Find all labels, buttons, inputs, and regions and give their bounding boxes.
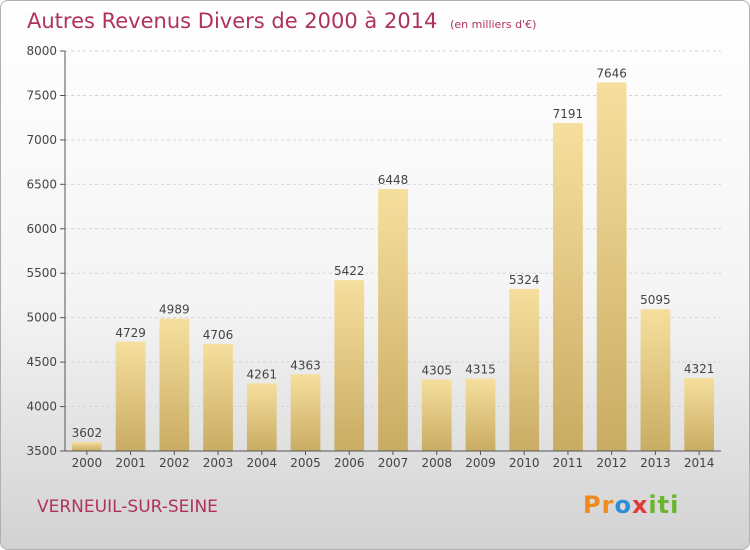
bar-value-label: 4729 (115, 326, 146, 340)
bar-2006 (334, 280, 365, 451)
chart-subtitle: (en milliers d'€) (450, 18, 537, 31)
bar-value-label: 7191 (553, 107, 584, 121)
bar-2001 (115, 341, 146, 451)
x-tick-label: 2009 (465, 456, 496, 470)
x-tick-label: 2007 (378, 456, 409, 470)
axes: 3500 4000 4500 5000 5500 6000 6500 7000 7500 8000… (26, 44, 721, 470)
chart-title-text: Autres Revenus Divers de 2000 à 2014 (27, 9, 438, 33)
y-tick-label: 5500 (26, 266, 57, 280)
bar-value-label: 4305 (421, 363, 452, 377)
x-tick-label: 2003 (203, 456, 234, 470)
y-tick-label: 8000 (26, 44, 57, 58)
bars: 3602 4729 4989 4706 4261 4363 5422 6448 4305 4315… (71, 66, 715, 452)
bar-value-label: 5422 (334, 264, 365, 278)
y-tick-label: 5000 (26, 311, 57, 325)
x-tick-label: 2014 (684, 456, 715, 470)
bar-2003 (203, 343, 233, 451)
y-tick-label: 7500 (26, 88, 57, 102)
x-tick-label: 2000 (72, 456, 103, 470)
bar-value-label: 4321 (684, 362, 715, 376)
chart-title: Autres Revenus Divers de 2000 à 2014 (en… (27, 9, 536, 33)
bar-value-label: 4315 (465, 363, 496, 377)
proxiti-logo: Proxiti (583, 491, 680, 519)
x-tick-label: 2010 (509, 456, 540, 470)
bar-value-label: 4363 (290, 358, 321, 372)
bar-2011 (553, 122, 583, 452)
bar-2004 (246, 383, 277, 451)
x-tick-label: 2013 (640, 456, 671, 470)
bar-2007 (378, 188, 408, 451)
bar-value-label: 4706 (203, 328, 234, 342)
bar-2008 (421, 379, 452, 451)
y-tick-label: 7000 (26, 133, 57, 147)
place-name: VERNEUIL-SUR-SEINE (37, 497, 218, 517)
bar-2010 (509, 288, 540, 451)
y-tick-label: 3500 (26, 444, 57, 458)
bar-2000 (71, 441, 102, 451)
x-tick-label: 2005 (290, 456, 321, 470)
x-tick-label: 2002 (159, 456, 190, 470)
y-tick-label: 4500 (26, 355, 57, 369)
y-tick-label: 4000 (26, 400, 57, 414)
x-tick-label: 2006 (334, 456, 365, 470)
bar-2012 (596, 82, 627, 451)
x-tick-label: 2004 (247, 456, 278, 470)
bar-2002 (159, 318, 190, 451)
x-tick-label: 2001 (115, 456, 146, 470)
bar-2014 (684, 378, 715, 451)
bar-value-label: 4261 (247, 367, 278, 381)
x-tick-label: 2012 (596, 456, 627, 470)
bar-value-label: 5095 (640, 293, 671, 307)
bar-value-label: 4989 (159, 303, 190, 317)
x-tick-label: 2008 (421, 456, 452, 470)
y-tick-label: 6000 (26, 222, 57, 236)
bar-value-label: 7646 (596, 66, 627, 80)
bar-value-label: 3602 (72, 426, 103, 440)
bar-2009 (465, 378, 496, 451)
bar-value-label: 6448 (378, 173, 409, 187)
bar-2005 (290, 374, 321, 451)
y-tick-label: 6500 (26, 177, 57, 191)
bar-2013 (640, 309, 671, 451)
bar-value-label: 5324 (509, 273, 540, 287)
x-tick-label: 2011 (553, 456, 584, 470)
